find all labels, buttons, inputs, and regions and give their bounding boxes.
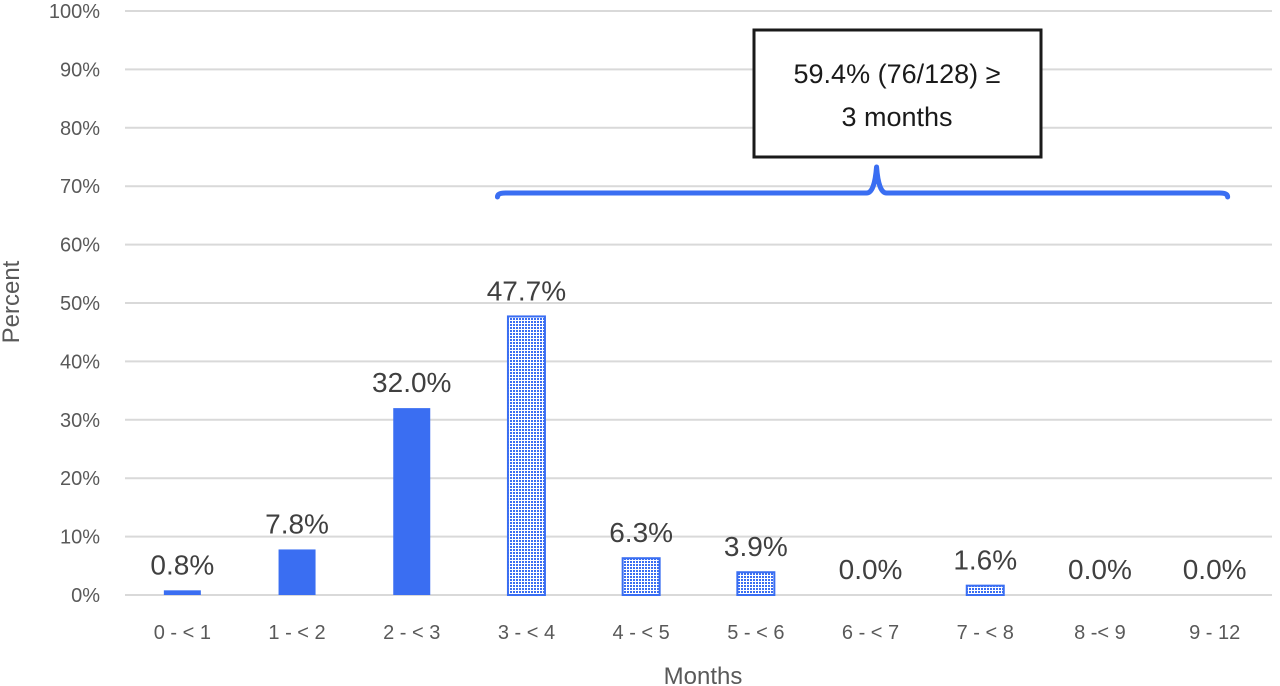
bar xyxy=(393,408,431,595)
y-axis-title: Percent xyxy=(0,260,25,343)
x-tick-label: 2 - < 3 xyxy=(383,622,440,644)
annotation-brace xyxy=(494,164,1231,200)
y-tick-label: 10% xyxy=(60,527,100,549)
bars xyxy=(163,315,1005,597)
x-axis-title: Months xyxy=(664,663,743,686)
bar xyxy=(621,557,661,597)
x-tick-label: 0 - < 1 xyxy=(154,622,211,644)
data-label: 1.6% xyxy=(953,545,1017,576)
y-tick-label: 50% xyxy=(60,293,100,315)
y-tick-label: 20% xyxy=(60,468,100,490)
data-label: 0.0% xyxy=(1183,554,1247,585)
gridlines xyxy=(125,10,1272,596)
y-tick-label: 70% xyxy=(60,176,100,198)
x-tick-label: 7 - < 8 xyxy=(957,622,1014,644)
y-tick-label: 80% xyxy=(60,118,100,140)
x-tick-label: 6 - < 7 xyxy=(842,622,899,644)
data-label: 47.7% xyxy=(487,275,566,306)
y-tick-label: 100% xyxy=(49,1,100,23)
annotation-line-2: 3 months xyxy=(841,102,952,132)
x-tick-label: 5 - < 6 xyxy=(727,622,784,644)
x-tick-label: 4 - < 5 xyxy=(613,622,670,644)
y-tick-label: 0% xyxy=(71,585,100,607)
data-label: 7.8% xyxy=(265,508,329,539)
data-label: 6.3% xyxy=(609,517,673,548)
x-tick-label: 8 -< 9 xyxy=(1074,622,1126,644)
x-tick-label: 3 - < 4 xyxy=(498,622,555,644)
data-label: 0.0% xyxy=(1068,554,1132,585)
y-tick-label: 40% xyxy=(60,351,100,373)
data-label: 3.9% xyxy=(724,531,788,562)
y-tick-label: 60% xyxy=(60,235,100,257)
bar xyxy=(163,590,201,595)
x-tick-label: 1 - < 2 xyxy=(268,622,325,644)
y-tick-label: 30% xyxy=(60,410,100,432)
bar xyxy=(965,584,1005,597)
y-tick-label: 90% xyxy=(60,59,100,81)
annotation-line-1: 59.4% (76/128) ≥ xyxy=(794,59,1001,89)
bar xyxy=(736,571,776,596)
bar xyxy=(506,315,546,596)
data-labels: 0.8% 7.8% 32.0% 47.7% 6.3% 3.9% 0.0% 1.6% 0.0% 0.… xyxy=(150,275,1246,585)
data-label: 0.8% xyxy=(150,549,214,580)
data-label: 32.0% xyxy=(372,367,451,398)
bar xyxy=(278,549,316,595)
y-axis-ticks: 0% 10% 20% 30% 40% 50% 60% 70% 80% 90% 100% xyxy=(49,1,100,607)
x-axis-ticks: 0 - < 1 1 - < 2 2 - < 3 3 - < 4 4 - < 5 5 - <… xyxy=(154,622,1241,644)
x-tick-label: 9 - 12 xyxy=(1189,622,1240,644)
annotation-box xyxy=(752,28,1043,159)
data-label: 0.0% xyxy=(839,554,903,585)
